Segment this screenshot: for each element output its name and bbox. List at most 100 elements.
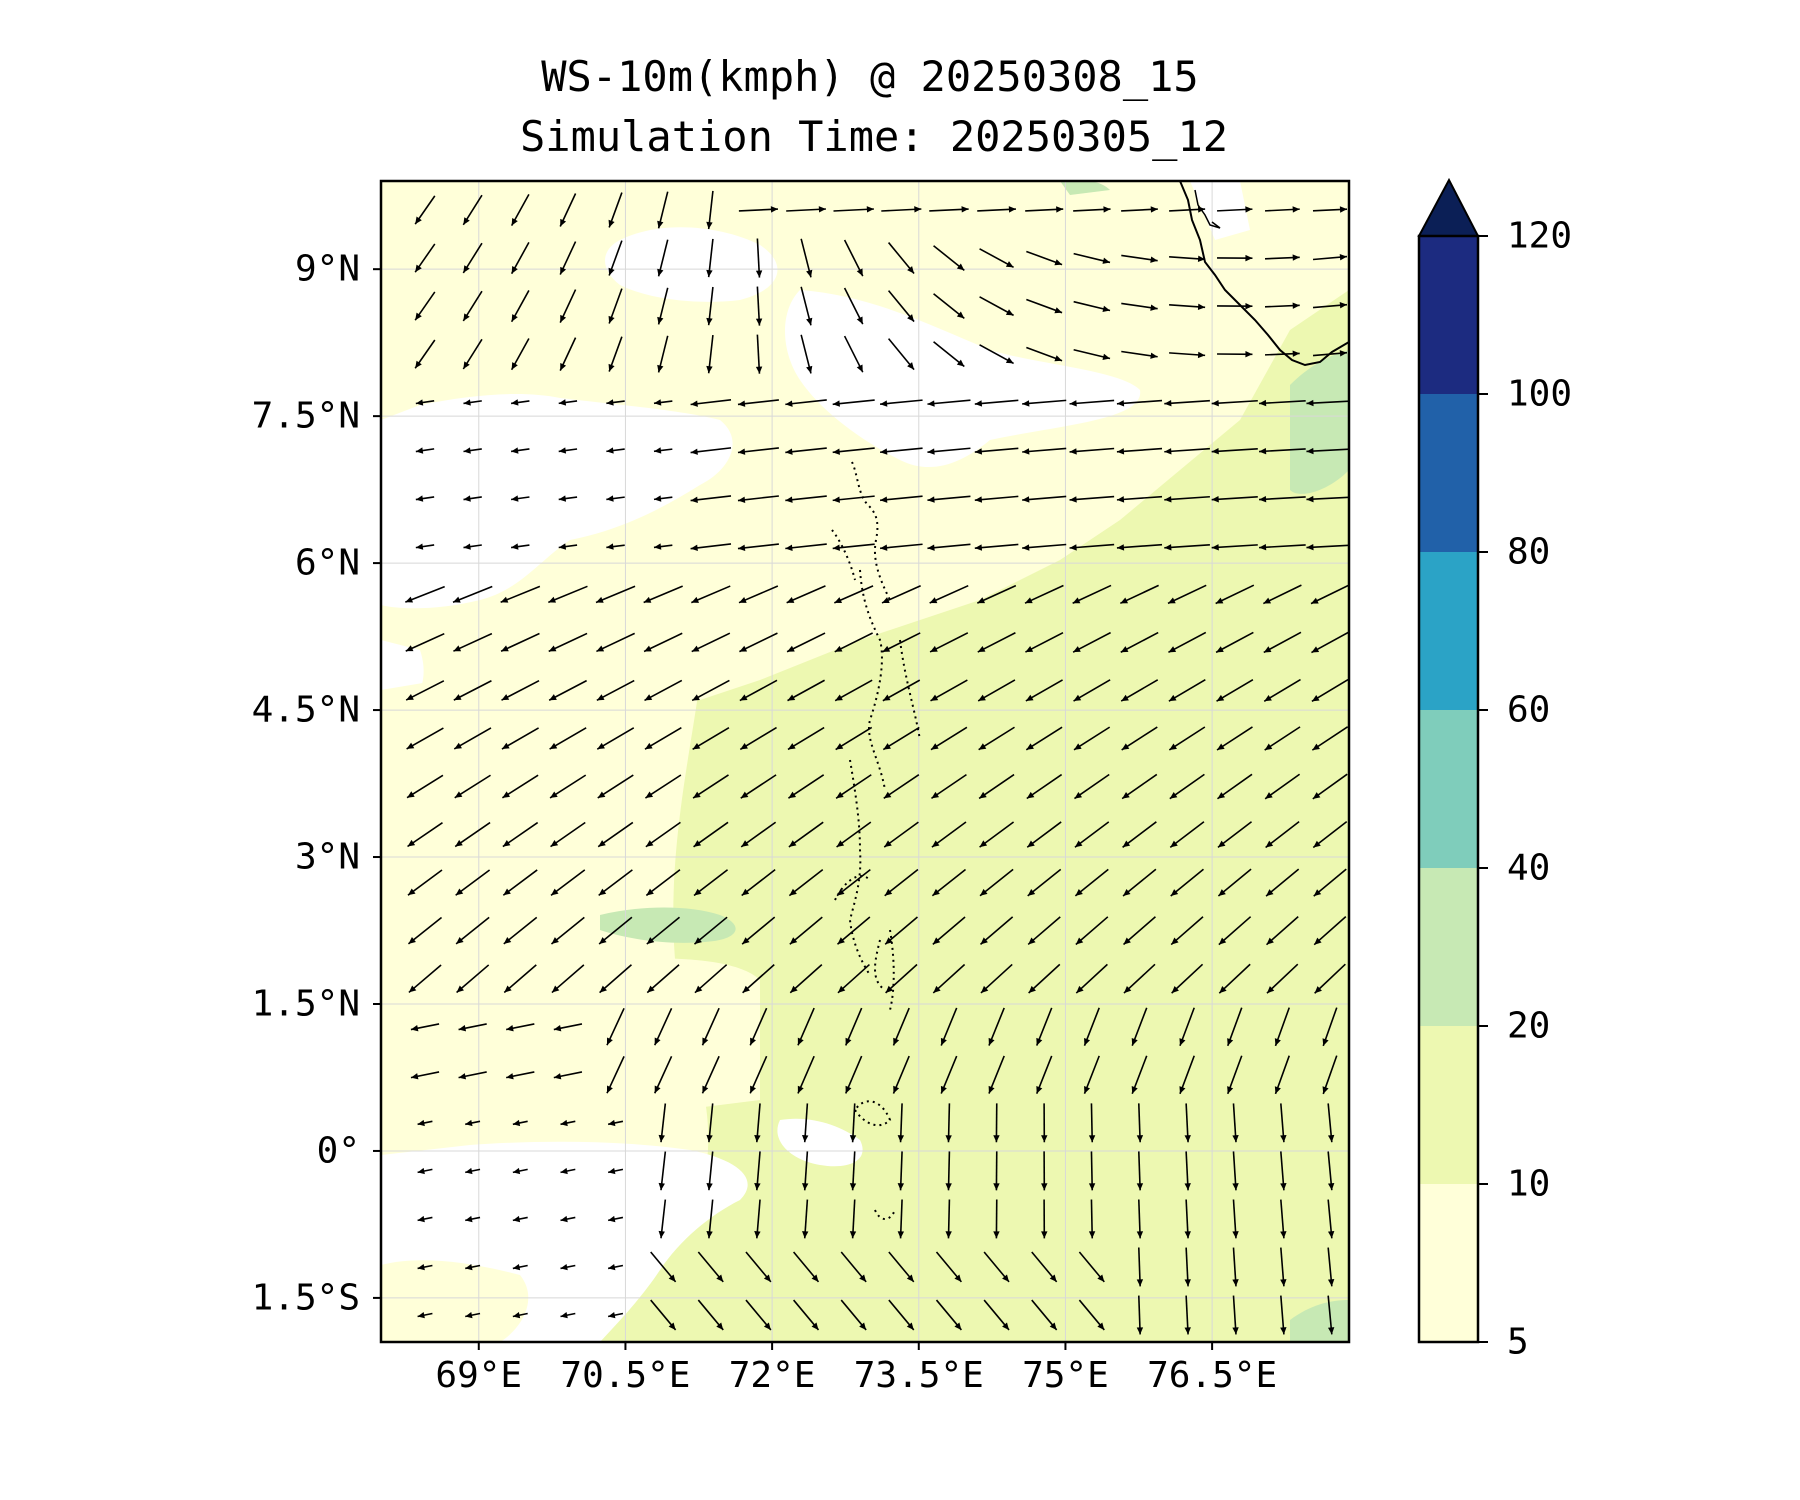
- wind-arrow: [1265, 916, 1299, 946]
- wind-arrow: [463, 399, 482, 406]
- wind-arrow: [887, 242, 915, 275]
- wind-arrow: [797, 1007, 815, 1046]
- contour-region: [785, 290, 1141, 468]
- islands: [831, 461, 921, 1220]
- wind-arrow: [843, 287, 864, 325]
- wind-arrow: [1075, 963, 1108, 994]
- wind-arrow: [560, 1312, 576, 1319]
- wind-arrow: [512, 1215, 528, 1223]
- wind-arrow: [1311, 726, 1349, 751]
- wind-arrow: [974, 543, 1019, 551]
- wind-arrow: [945, 1151, 952, 1191]
- colorbar-band: [1419, 394, 1478, 552]
- wind-arrow: [693, 869, 729, 897]
- wind-arrow: [879, 543, 923, 551]
- wind-arrow: [1022, 447, 1067, 455]
- wind-arrow: [933, 293, 965, 320]
- wind-arrow: [1041, 1199, 1048, 1239]
- wind-arrow: [597, 821, 634, 848]
- wind-arrow: [1259, 447, 1306, 455]
- wind-arrow: [979, 916, 1014, 946]
- colorbar: [1417, 177, 1488, 1344]
- colorbar-band: [1419, 236, 1478, 394]
- wind-arrow: [549, 727, 587, 750]
- wind-arrow: [1226, 1007, 1243, 1047]
- wind-arrow: [1211, 496, 1258, 503]
- wind-arrow: [786, 632, 826, 653]
- wind-arrow: [406, 727, 444, 750]
- wind-arrow: [1169, 255, 1206, 262]
- colorbar-label: 100: [1507, 373, 1573, 415]
- island-outline: [851, 461, 891, 601]
- wind-arrow: [979, 821, 1015, 848]
- wind-arrow: [408, 964, 442, 994]
- wind-arrow: [452, 585, 493, 603]
- island-outline: [854, 1100, 892, 1127]
- wind-arrow: [1327, 1247, 1335, 1287]
- wind-arrow: [800, 286, 813, 326]
- wind-arrow: [1088, 1151, 1096, 1191]
- lon-label: 75°E: [1022, 1355, 1109, 1396]
- wind-arrow: [658, 1103, 667, 1143]
- wind-arrow: [405, 680, 445, 701]
- wind-arrow: [415, 495, 435, 502]
- wind-arrow: [1280, 1199, 1287, 1239]
- wind-arrow: [1218, 916, 1252, 946]
- wind-arrow: [415, 543, 435, 550]
- colorbar-label: 40: [1507, 847, 1551, 889]
- wind-arrow: [1217, 302, 1253, 310]
- wind-arrow: [1122, 868, 1157, 897]
- colorbar-label: 60: [1507, 689, 1551, 731]
- wind-arrow: [979, 868, 1014, 897]
- wind-arrow: [606, 447, 625, 454]
- wind-arrow: [930, 726, 968, 751]
- lon-ticks: [477, 1342, 1214, 1350]
- wind-arrow: [1122, 821, 1157, 848]
- wind-arrow: [1263, 678, 1301, 702]
- wind-arrow: [802, 1151, 809, 1191]
- wind-arrow: [456, 964, 490, 994]
- wind-arrow: [463, 543, 482, 550]
- wind-arrow: [560, 1263, 576, 1271]
- wind-arrow: [706, 1103, 714, 1143]
- wind-arrow: [512, 1263, 528, 1271]
- wind-arrow: [1121, 726, 1158, 751]
- wind-arrow: [929, 632, 969, 653]
- wind-arrow: [739, 632, 778, 653]
- wind-arrow: [414, 195, 436, 225]
- wind-arrow: [881, 206, 922, 213]
- wind-arrow: [502, 821, 539, 848]
- wind-arrow: [692, 774, 729, 799]
- wind-arrow: [737, 447, 779, 455]
- wind-arrow: [706, 190, 714, 230]
- wind-arrow: [993, 1151, 1000, 1191]
- wind-arrow: [737, 543, 779, 551]
- wind-arrow: [1312, 350, 1348, 357]
- wind-arrow: [510, 399, 530, 406]
- wind-arrow: [690, 495, 732, 503]
- wind-arrow: [653, 495, 673, 502]
- wind-arrow: [657, 335, 669, 373]
- wind-arrow: [658, 1151, 667, 1191]
- wind-arrow: [927, 447, 971, 455]
- wind-arrow: [738, 585, 779, 604]
- wind-arrow: [1184, 1295, 1191, 1335]
- wind-arrow: [945, 1103, 952, 1143]
- wind-arrow: [974, 495, 1019, 503]
- lat-label: 0°: [316, 1130, 360, 1172]
- wind-arrow: [1131, 1007, 1148, 1046]
- island-outline: [834, 875, 871, 901]
- wind-arrow: [881, 585, 921, 604]
- wind-arrow: [844, 1055, 863, 1094]
- wind-arrow: [754, 1151, 761, 1191]
- wind-arrow: [787, 679, 825, 702]
- wind-arrow: [1216, 726, 1253, 751]
- wind-arrow: [800, 238, 813, 278]
- wind-arrow: [1184, 1247, 1191, 1287]
- wind-arrow: [979, 296, 1014, 317]
- colorbar-extend-arrow: [1417, 177, 1480, 237]
- wind-arrow: [1164, 495, 1210, 503]
- wind-arrow: [1022, 399, 1067, 407]
- wind-arrow: [500, 632, 540, 652]
